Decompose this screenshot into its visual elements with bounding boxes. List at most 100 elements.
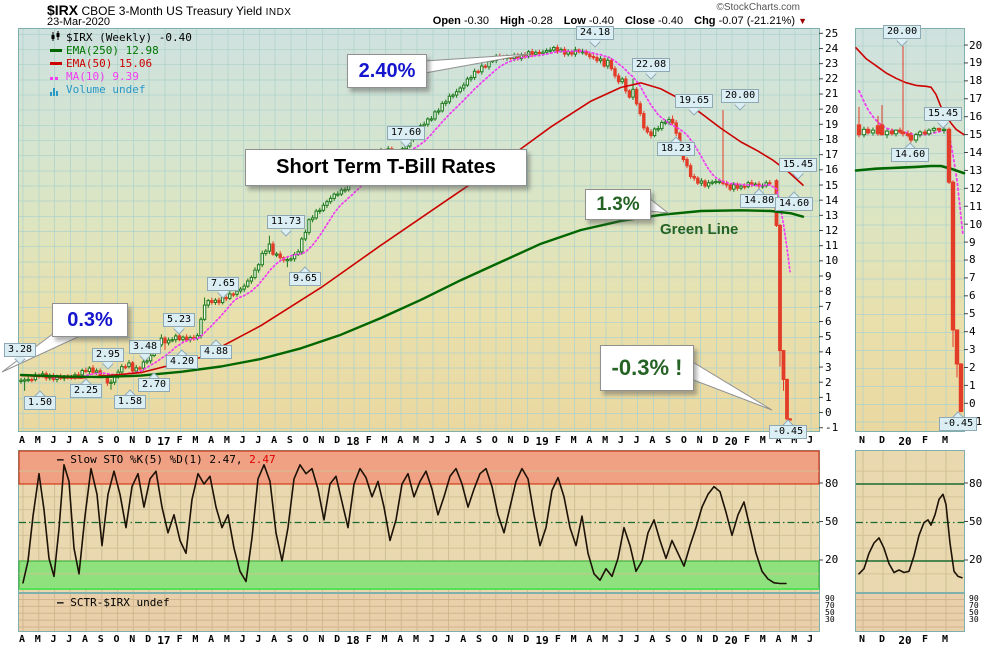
sto-legend: — Slow STO %K(5) %D(1) 2.47, 2.47 <box>57 453 276 466</box>
x-axis-month-label: D <box>712 435 719 446</box>
y-axis-label: 14 <box>969 146 983 159</box>
mini-price-panel <box>854 28 966 432</box>
low-label: Low <box>563 15 586 27</box>
x-axis-month-label: O <box>491 634 498 645</box>
x-axis-month-label: N <box>696 435 703 446</box>
x-axis-month-label: N <box>858 435 866 446</box>
price-label: 20.00 <box>721 89 760 104</box>
x-axis-month-label: D <box>334 435 341 446</box>
x-axis-month-label: S <box>286 435 293 446</box>
x-axis-month-label: O <box>680 435 687 446</box>
symbol-name: CBOE 3-Month US Treasury Yield <box>81 4 263 18</box>
y-axis-label: 8 <box>825 284 832 298</box>
x-axis-month-label: A <box>397 435 404 446</box>
y-axis-label: 24 <box>825 41 839 55</box>
x-axis-month-label: A <box>586 435 593 446</box>
x-axis-month-label: M <box>223 634 230 645</box>
y-axis-label: 9 <box>825 269 832 283</box>
x-axis-month-label: N <box>507 634 514 645</box>
slow-sto-chart <box>18 450 820 592</box>
x-axis-month-label: F <box>921 435 929 446</box>
y-axis-label: 7 <box>969 271 976 285</box>
y-axis-label: 7 <box>825 299 832 313</box>
ohlc-quote-line: Open -0.30 High -0.28 Low -0.40 Close -0… <box>433 15 807 27</box>
x-axis-month-label: O <box>491 435 498 446</box>
x-axis-month-label: O <box>680 634 687 645</box>
price-label: 2.25 <box>70 384 103 399</box>
x-axis-month-label: A <box>82 435 89 446</box>
y-axis-label: 5 <box>969 307 976 321</box>
x-axis-months-top: A M J J A S O N D 17 F M A M J J A S O N D 18 F M A M J J A S O N D 19 F M A… <box>0 433 1000 449</box>
x-axis-month-label: A <box>649 435 656 446</box>
chg-label: Chg <box>694 15 716 27</box>
x-axis-month-label: F <box>365 634 372 645</box>
x-axis-year-label: 17 <box>157 634 171 647</box>
x-axis-month-label: A <box>460 634 467 645</box>
x-axis-month-label: M <box>381 634 388 645</box>
price-label: 24.18 <box>576 25 615 40</box>
legend-ma10-row: MA(10) 9.39 <box>50 70 192 83</box>
chart-date: 23-Mar-2020 <box>47 16 110 28</box>
x-axis-month-label: A <box>271 435 278 446</box>
chart-legend: $IRX (Weekly) -0.40 EMA(250) 12.98 EMA(5… <box>50 31 192 96</box>
close-label: Close <box>624 15 655 27</box>
price-label: 15.45 <box>779 158 818 173</box>
x-axis-month-label: J <box>239 435 246 446</box>
x-axis-month-label: 20 <box>898 634 912 647</box>
low-value: -0.40 <box>588 15 614 27</box>
price-label: 5.23 <box>163 313 196 328</box>
slow-sto-panel: — Slow STO %K(5) %D(1) 2.47, 2.47 <box>18 450 820 593</box>
x-axis-year-label: 18 <box>346 435 360 448</box>
y-axis-label: 1 <box>969 378 976 392</box>
x-axis-month-label: M <box>192 435 199 446</box>
x-axis-month-label: M <box>34 435 41 446</box>
y-axis-label: 15 <box>969 128 983 142</box>
callout-negative-rate: -0.3% ! <box>600 345 694 391</box>
x-axis-month-label: M <box>381 435 388 446</box>
y-axis-label: 10 <box>969 217 983 231</box>
y-axis-label: 15 <box>825 178 839 192</box>
x-axis-year-label: 18 <box>346 634 360 647</box>
sctr-level-label: 90 <box>969 593 979 603</box>
sto-level-label: 20 <box>969 553 983 567</box>
x-axis-month-label: F <box>743 435 750 446</box>
x-axis-month-label: M <box>192 634 199 645</box>
legend-ema50-row: EMA(50) 15.06 <box>50 57 192 70</box>
x-axis-month-label: A <box>208 634 215 645</box>
legend-ema50-label: EMA(50) 15.06 <box>66 57 153 70</box>
x-axis-month-label: D <box>145 435 152 446</box>
x-axis-month-label: A <box>82 634 89 645</box>
sctr-level-label: 90 <box>825 593 835 603</box>
x-axis-month-label: M <box>223 435 230 446</box>
mini-price-chart <box>854 29 966 431</box>
price-label: 1.50 <box>24 395 57 410</box>
x-axis-month-label: J <box>444 634 451 645</box>
sto-d-value: 2.47 <box>249 453 276 466</box>
open-label: Open <box>432 15 461 27</box>
price-label: -0.45 <box>769 425 808 440</box>
ma10-swatch-icon <box>50 70 62 83</box>
x-axis-month-label: S <box>476 634 483 645</box>
x-axis-month-label: M <box>791 634 798 645</box>
x-axis-month-label: A <box>775 435 782 446</box>
price-label: -0.45 <box>939 417 978 432</box>
x-axis-month-label: F <box>554 634 561 645</box>
x-axis-month-label: M <box>34 634 41 645</box>
y-axis-label: 18 <box>825 132 839 146</box>
x-axis-month-label: F <box>365 435 372 446</box>
x-axis-month-label: F <box>176 634 183 645</box>
y-axis-label: 18 <box>969 74 983 88</box>
y-axis-label: 11 <box>825 239 839 253</box>
callout-chart-title: Short Term T-Bill Rates <box>245 149 527 186</box>
x-axis-month-label: J <box>255 634 262 645</box>
x-axis-month-label: A <box>649 634 656 645</box>
chg-down-icon: ▼ <box>798 16 807 26</box>
mini-slow-sto-chart <box>856 451 964 592</box>
mini-slow-sto-panel <box>855 450 965 593</box>
x-axis-month-label: M <box>570 435 577 446</box>
x-axis-month-label: M <box>570 634 577 645</box>
sto-label: Slow STO %K(5) %D(1) <box>70 453 203 466</box>
x-axis-month-label: A <box>18 634 26 645</box>
y-axis-label: 2 <box>969 360 976 374</box>
